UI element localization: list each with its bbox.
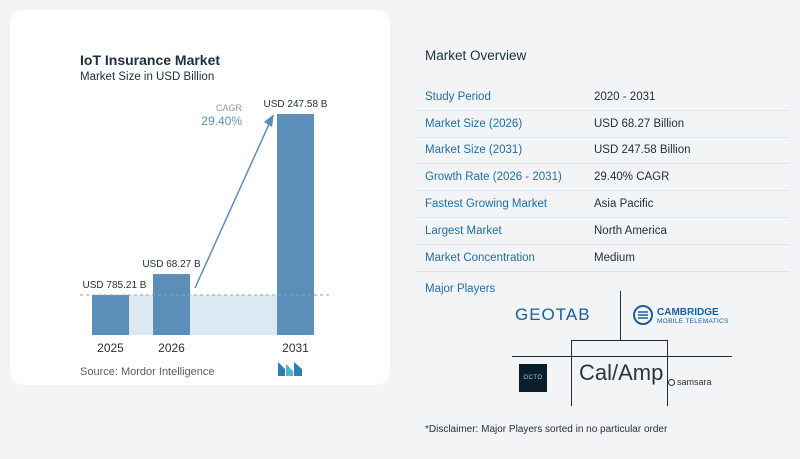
cmt-shield-icon xyxy=(633,305,653,325)
overview-label: Growth Rate (2026 - 2031) xyxy=(425,171,562,184)
octo-logo: OCTO xyxy=(519,364,547,392)
cagr-arrow xyxy=(194,121,271,289)
overview-value: North America xyxy=(594,224,667,237)
geotab-logo: GEOTAB xyxy=(515,305,591,324)
overview-row: Market Concentration Medium xyxy=(416,245,790,272)
players-divider xyxy=(571,340,572,406)
bar-2025 xyxy=(92,295,129,335)
calamp-logo: Cal/Amp xyxy=(579,360,664,385)
overview-row: Market Size (2031) USD 247.58 Billion xyxy=(416,138,790,165)
source-name: Mordor Intelligence xyxy=(120,366,215,378)
cmt-logo-sub: MOBILE TELEMATICS xyxy=(657,318,729,325)
players-divider xyxy=(667,340,668,406)
overview-row: Fastest Growing Market Asia Pacific xyxy=(416,191,790,218)
overview-row: Market Size (2026) USD 68.27 Billion xyxy=(416,111,790,138)
overview-row: Study Period 2020 - 2031 xyxy=(416,84,790,111)
players-divider xyxy=(620,291,621,341)
disclaimer: *Disclaimer: Major Players sorted in no … xyxy=(425,424,668,435)
chart-title: IoT Insurance Market xyxy=(80,52,221,68)
players-divider xyxy=(512,356,732,357)
cagr-label: CAGR xyxy=(216,103,243,113)
overview-label: Market Size (2026) xyxy=(425,117,523,130)
cmt-logo-name: CAMBRIDGE xyxy=(657,307,719,318)
overview-value: 29.40% CAGR xyxy=(594,171,670,184)
overview-row: Largest Market North America xyxy=(416,218,790,245)
tick-label-2025: 2025 xyxy=(97,341,124,355)
overview-value: Medium xyxy=(594,251,635,264)
samsara-icon xyxy=(668,379,675,386)
tick-label-2026: 2026 xyxy=(158,341,185,355)
data-label-2025: USD 785.21 B xyxy=(83,280,147,291)
cagr-value: 29.40% xyxy=(201,114,242,128)
overview-value: USD 247.58 Billion xyxy=(594,144,691,157)
overview-label: Market Concentration xyxy=(425,251,535,264)
players-divider xyxy=(571,340,668,341)
bar-2026 xyxy=(153,274,190,335)
overview-label: Fastest Growing Market xyxy=(425,198,548,211)
overview-table: Study Period 2020 - 2031 Market Size (2026… xyxy=(416,84,790,272)
overview-row: Growth Rate (2026 - 2031) 29.40% CAGR xyxy=(416,164,790,192)
overview-label: Market Size (2031) xyxy=(425,144,523,157)
mordor-logo-icon xyxy=(278,362,302,376)
overview-title: Market Overview xyxy=(425,48,527,63)
source-label: Source: xyxy=(80,366,118,378)
data-label-2026: USD 68.27 B xyxy=(142,259,201,270)
players-title: Major Players xyxy=(425,283,496,295)
chart-subtitle: Market Size in USD Billion xyxy=(80,71,215,83)
tick-label-2031: 2031 xyxy=(282,341,309,355)
overview-value: USD 68.27 Billion xyxy=(594,117,685,130)
overview-label: Largest Market xyxy=(425,224,502,237)
data-label-2031: USD 247.58 B xyxy=(264,99,328,110)
overview-value: 2020 - 2031 xyxy=(594,90,656,103)
bar-2031 xyxy=(277,114,314,335)
cagr-arrowhead xyxy=(264,114,274,127)
chart-source: Source: Mordor Intelligence xyxy=(80,366,215,378)
overview-label: Study Period xyxy=(425,90,491,103)
overview-value: Asia Pacific xyxy=(594,198,654,211)
octo-logo-text: OCTO xyxy=(523,375,543,381)
bar-chart: USD 785.21 B 2025 USD 68.27 B 2026 USD 247.5… xyxy=(80,99,330,355)
samsara-logo: samsara xyxy=(677,377,712,387)
